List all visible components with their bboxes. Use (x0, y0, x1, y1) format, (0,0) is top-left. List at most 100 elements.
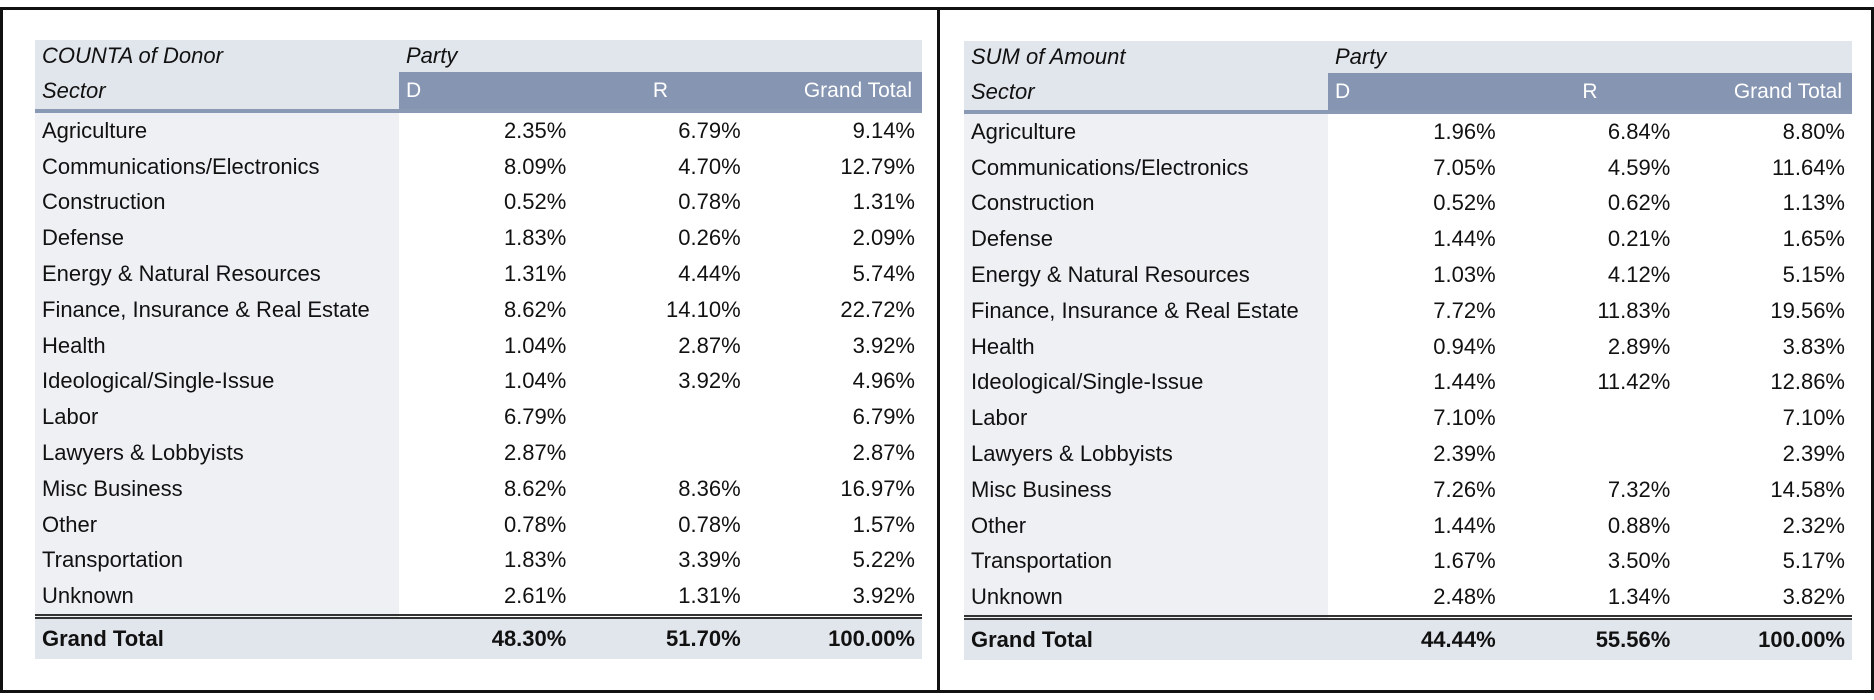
d-value-cell[interactable]: 1.31% (399, 256, 574, 292)
sector-cell[interactable]: Defense (35, 220, 399, 257)
sector-cell[interactable]: Construction (964, 185, 1328, 222)
column-group-label[interactable]: Party (399, 40, 922, 72)
r-value-cell[interactable]: 0.62% (1502, 185, 1678, 222)
grand-total-cell[interactable]: 5.15% (1677, 257, 1852, 293)
d-value-cell[interactable]: 0.78% (399, 506, 574, 543)
grand-total-cell[interactable]: 12.79% (747, 148, 922, 185)
sector-cell[interactable]: Transportation (35, 542, 399, 579)
r-value-cell[interactable]: 6.84% (1502, 112, 1678, 150)
sector-cell[interactable]: Agriculture (964, 112, 1328, 150)
corner-label[interactable]: COUNTA of Donor (35, 40, 399, 72)
grand-total-r[interactable]: 51.70% (573, 614, 748, 660)
r-value-cell[interactable] (1502, 400, 1678, 437)
grand-total-cell[interactable]: 2.32% (1677, 507, 1852, 544)
grand-total-label[interactable]: Grand Total (964, 615, 1328, 661)
corner-label[interactable]: SUM of Amount (964, 41, 1328, 73)
r-value-cell[interactable]: 2.89% (1502, 328, 1678, 365)
column-header-d[interactable]: D (399, 72, 574, 113)
grand-total-d[interactable]: 48.30% (399, 614, 574, 660)
sector-cell[interactable]: Finance, Insurance & Real Estate (964, 292, 1328, 329)
sector-cell[interactable]: Construction (35, 184, 399, 221)
r-value-cell[interactable] (1502, 436, 1678, 472)
column-header-r[interactable]: R (1502, 73, 1678, 114)
r-value-cell[interactable]: 1.34% (1502, 579, 1678, 618)
grand-total-cell[interactable]: 5.17% (1677, 543, 1852, 580)
grand-total-cell[interactable]: 7.10% (1677, 400, 1852, 437)
d-value-cell[interactable]: 2.61% (399, 578, 574, 617)
grand-total-cell[interactable]: 3.82% (1677, 579, 1852, 618)
r-value-cell[interactable]: 4.44% (573, 256, 748, 292)
d-value-cell[interactable]: 8.62% (399, 470, 574, 507)
sector-cell[interactable]: Energy & Natural Resources (964, 257, 1328, 293)
r-value-cell[interactable]: 0.88% (1502, 507, 1678, 544)
d-value-cell[interactable]: 1.04% (399, 327, 574, 364)
grand-total-cell[interactable]: 22.72% (747, 291, 922, 328)
grand-total-all[interactable]: 100.00% (1677, 615, 1852, 661)
r-value-cell[interactable]: 0.21% (1502, 221, 1678, 258)
r-value-cell[interactable]: 2.87% (573, 327, 748, 364)
sector-cell[interactable]: Misc Business (964, 471, 1328, 508)
sector-cell[interactable]: Communications/Electronics (35, 148, 399, 185)
sector-cell[interactable]: Other (35, 506, 399, 543)
d-value-cell[interactable]: 0.52% (1328, 185, 1503, 222)
sector-cell[interactable]: Other (964, 507, 1328, 544)
d-value-cell[interactable]: 8.09% (399, 148, 574, 185)
grand-total-cell[interactable]: 14.58% (1677, 471, 1852, 508)
grand-total-label[interactable]: Grand Total (35, 614, 399, 660)
d-value-cell[interactable]: 0.52% (399, 184, 574, 221)
grand-total-cell[interactable]: 12.86% (1677, 364, 1852, 401)
d-value-cell[interactable]: 8.62% (399, 291, 574, 328)
sector-cell[interactable]: Communications/Electronics (964, 149, 1328, 186)
grand-total-cell[interactable]: 3.92% (747, 578, 922, 617)
sector-cell[interactable]: Health (35, 327, 399, 364)
d-value-cell[interactable]: 0.94% (1328, 328, 1503, 365)
r-value-cell[interactable]: 3.39% (573, 542, 748, 579)
grand-total-cell[interactable]: 16.97% (747, 470, 922, 507)
r-value-cell[interactable]: 8.36% (573, 470, 748, 507)
grand-total-cell[interactable]: 3.92% (747, 327, 922, 364)
r-value-cell[interactable]: 0.78% (573, 184, 748, 221)
d-value-cell[interactable]: 7.72% (1328, 292, 1503, 329)
r-value-cell[interactable]: 7.32% (1502, 471, 1678, 508)
grand-total-r[interactable]: 55.56% (1502, 615, 1678, 661)
d-value-cell[interactable]: 7.05% (1328, 149, 1503, 186)
row-header-sector[interactable]: Sector (35, 72, 399, 113)
sector-cell[interactable]: Defense (964, 221, 1328, 258)
d-value-cell[interactable]: 1.04% (399, 363, 574, 400)
grand-total-cell[interactable]: 6.79% (747, 399, 922, 436)
d-value-cell[interactable]: 1.44% (1328, 221, 1503, 258)
sector-cell[interactable]: Misc Business (35, 470, 399, 507)
sector-cell[interactable]: Lawyers & Lobbyists (35, 435, 399, 471)
r-value-cell[interactable]: 6.79% (573, 111, 748, 149)
row-header-sector[interactable]: Sector (964, 73, 1328, 114)
grand-total-cell[interactable]: 2.09% (747, 220, 922, 257)
grand-total-cell[interactable]: 2.87% (747, 435, 922, 471)
sector-cell[interactable]: Agriculture (35, 111, 399, 149)
r-value-cell[interactable] (573, 399, 748, 436)
grand-total-cell[interactable]: 1.65% (1677, 221, 1852, 258)
d-value-cell[interactable]: 1.44% (1328, 507, 1503, 544)
r-value-cell[interactable]: 11.42% (1502, 364, 1678, 401)
d-value-cell[interactable]: 6.79% (399, 399, 574, 436)
d-value-cell[interactable]: 1.67% (1328, 543, 1503, 580)
r-value-cell[interactable] (573, 435, 748, 471)
grand-total-cell[interactable]: 1.13% (1677, 185, 1852, 222)
d-value-cell[interactable]: 7.26% (1328, 471, 1503, 508)
grand-total-cell[interactable]: 2.39% (1677, 436, 1852, 472)
r-value-cell[interactable]: 11.83% (1502, 292, 1678, 329)
grand-total-cell[interactable]: 5.22% (747, 542, 922, 579)
sector-cell[interactable]: Lawyers & Lobbyists (964, 436, 1328, 472)
sector-cell[interactable]: Labor (35, 399, 399, 436)
sector-cell[interactable]: Ideological/Single-Issue (35, 363, 399, 400)
sector-cell[interactable]: Energy & Natural Resources (35, 256, 399, 292)
d-value-cell[interactable]: 2.35% (399, 111, 574, 149)
sector-cell[interactable]: Finance, Insurance & Real Estate (35, 291, 399, 328)
d-value-cell[interactable]: 1.83% (399, 220, 574, 257)
r-value-cell[interactable]: 3.92% (573, 363, 748, 400)
grand-total-cell[interactable]: 9.14% (747, 111, 922, 149)
d-value-cell[interactable]: 2.48% (1328, 579, 1503, 618)
grand-total-cell[interactable]: 5.74% (747, 256, 922, 292)
r-value-cell[interactable]: 4.12% (1502, 257, 1678, 293)
grand-total-cell[interactable]: 4.96% (747, 363, 922, 400)
sector-cell[interactable]: Health (964, 328, 1328, 365)
